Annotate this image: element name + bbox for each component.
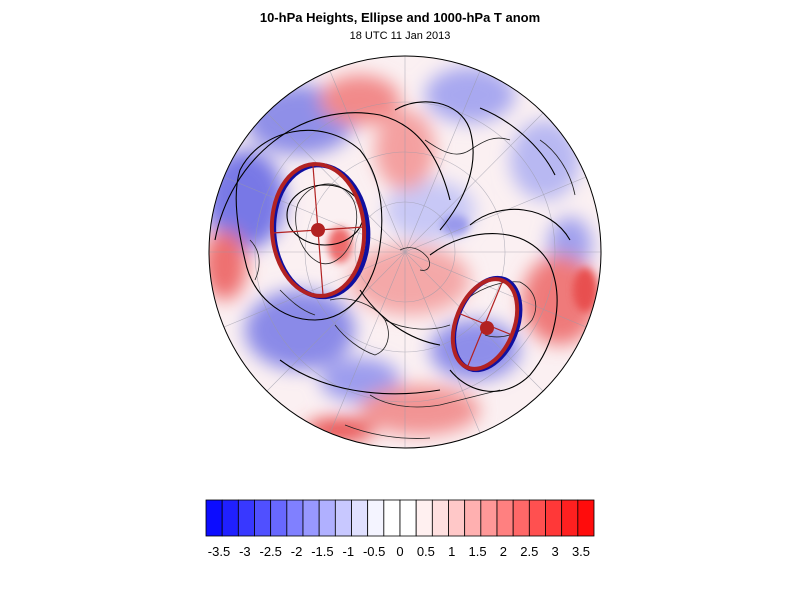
height-contours — [214, 101, 571, 395]
warm-anomaly-left — [209, 230, 247, 300]
cold-anomaly-ne — [510, 120, 580, 200]
colorbar-swatch — [561, 499, 579, 537]
colorbar-swatch — [464, 499, 482, 537]
colorbar-swatch — [448, 499, 466, 537]
colorbar-swatch — [205, 499, 223, 537]
colorbar-swatch — [237, 499, 255, 537]
colorbar-tick-label: -1 — [343, 544, 355, 559]
vortex-centroid-west — [311, 223, 325, 237]
colorbar-swatch — [334, 499, 352, 537]
colorbar-swatch — [286, 499, 304, 537]
colorbar-swatch — [528, 499, 546, 537]
colorbar-swatch — [254, 499, 272, 537]
colorbar-tick-label: 3.5 — [572, 544, 590, 559]
map-boundary — [208, 55, 602, 449]
vortex-centroid-east — [480, 321, 494, 335]
colorbar-swatch — [383, 499, 401, 537]
colorbar-swatch — [318, 499, 336, 537]
colorbar-swatch — [431, 499, 449, 537]
colorbar-swatch — [415, 499, 433, 537]
warm-spot-east — [573, 268, 597, 312]
colorbar-swatch — [351, 499, 369, 537]
graticule — [209, 56, 601, 448]
colorbar-swatch — [399, 499, 417, 537]
cold-anomaly-s — [320, 358, 400, 402]
colorbar-tick-label: -2 — [291, 544, 303, 559]
map-subtitle: 18 UTC 11 Jan 2013 — [349, 30, 451, 42]
colorbar-tick-label: 3 — [552, 544, 559, 559]
colorbar-swatch — [367, 499, 385, 537]
colorbar-tick-label: 2.5 — [520, 544, 538, 559]
warm-anomaly-n — [320, 75, 400, 125]
colorbar-swatch — [545, 499, 563, 537]
colorbar-swatch — [270, 499, 288, 537]
colorbar-tick-label: 1 — [448, 544, 455, 559]
colorbar-tick-label: -2.5 — [260, 544, 282, 559]
colorbar-swatch — [577, 499, 595, 537]
colorbar-swatch — [302, 499, 320, 537]
colorbar-tick-label: -1.5 — [311, 544, 333, 559]
map-title: 10-hPa Heights, Ellipse and 1000-hPa T a… — [259, 10, 541, 25]
cold-anomaly-sw — [245, 290, 355, 370]
colorbar-tick-label: 2 — [500, 544, 507, 559]
colorbar-swatch — [496, 499, 514, 537]
colorbar-tick-label: 0 — [396, 544, 403, 559]
colorbar-tick-label: -0.5 — [363, 544, 385, 559]
colorbar-tick-label: -3.5 — [208, 544, 230, 559]
vortex-ellipse-west — [269, 162, 371, 300]
colorbar-tick-label: 0.5 — [417, 544, 435, 559]
colorbar-swatch — [221, 499, 239, 537]
temperature-anomaly-field — [209, 56, 601, 448]
colorbar-tick-label: 1.5 — [469, 544, 487, 559]
warm-anomaly-south — [360, 385, 480, 435]
colorbar-tick-label: -3 — [239, 544, 251, 559]
warm-spot-arctic — [328, 227, 352, 263]
vortex-ellipse-east — [450, 275, 523, 373]
colorbar-swatch — [512, 499, 530, 537]
colorbar-swatch — [480, 499, 498, 537]
